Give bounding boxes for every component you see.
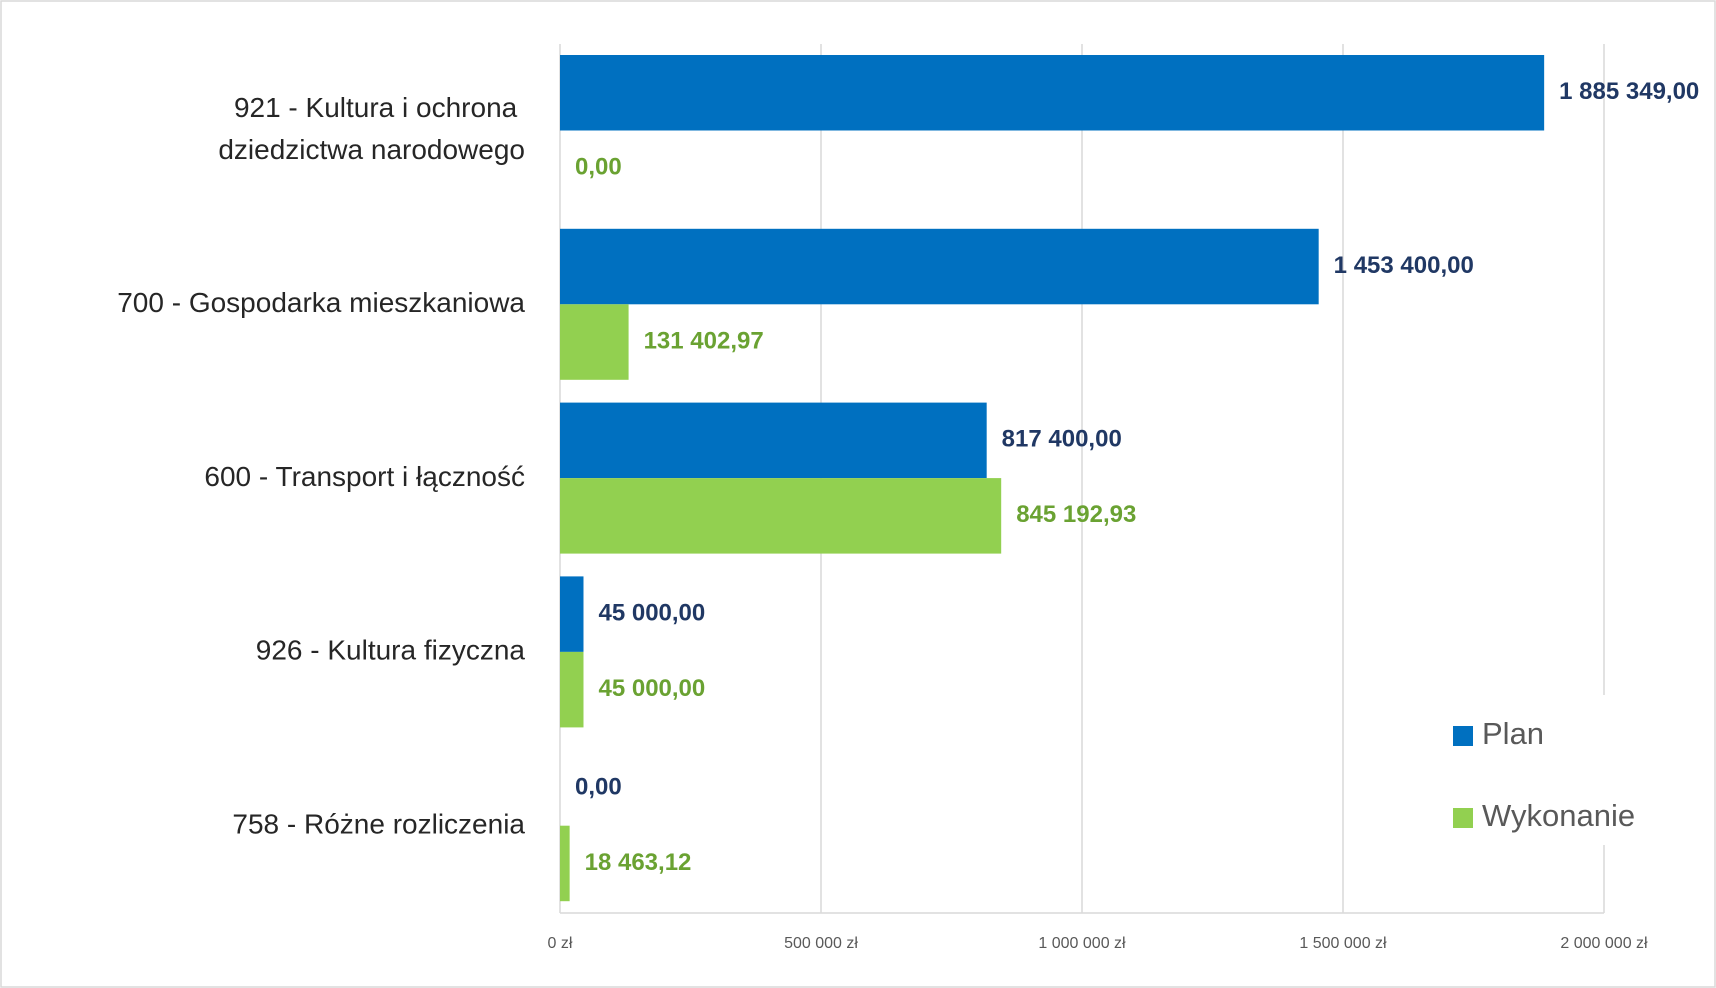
value-label: 18 463,12 — [585, 849, 692, 876]
x-tick-label: 1 000 000 zł — [1038, 935, 1126, 952]
bar — [560, 576, 584, 652]
bar — [560, 402, 987, 479]
bar — [560, 228, 1319, 305]
value-label: 1 885 349,00 — [1559, 78, 1699, 105]
value-label: 131 402,97 — [644, 327, 764, 354]
bar — [560, 478, 1002, 554]
value-label: 845 192,93 — [1016, 501, 1136, 528]
value-label: 45 000,00 — [598, 675, 705, 702]
value-label: 0,00 — [575, 773, 622, 800]
bar — [560, 825, 570, 902]
x-tick-label: 500 000 zł — [784, 935, 858, 952]
x-tick-label: 2 000 000 zł — [1560, 935, 1648, 952]
category-label: 758 - Różne rozliczenia — [232, 808, 525, 839]
category-label: 921 - Kultura i ochrona dziedzictwa naro… — [218, 92, 525, 165]
legend-label: Wykonanie — [1482, 798, 1635, 833]
bar — [560, 304, 629, 380]
value-label: 0,00 — [575, 154, 622, 181]
legend-background — [1440, 695, 1680, 845]
category-label: 700 - Gospodarka mieszkaniowa — [117, 287, 525, 318]
bar — [560, 651, 584, 728]
legend-swatch — [1453, 726, 1473, 746]
x-tick-label: 1 500 000 zł — [1299, 935, 1387, 952]
value-label: 817 400,00 — [1002, 426, 1122, 453]
value-label: 1 453 400,00 — [1334, 252, 1474, 279]
legend-label: Plan — [1482, 716, 1544, 751]
value-label: 45 000,00 — [598, 599, 705, 626]
bar — [560, 55, 1545, 131]
category-label: 600 - Transport i łączność — [204, 461, 525, 492]
x-tick-label: 0 zł — [548, 935, 573, 952]
legend-swatch — [1453, 808, 1473, 828]
category-label: 926 - Kultura fizyczna — [256, 635, 526, 666]
